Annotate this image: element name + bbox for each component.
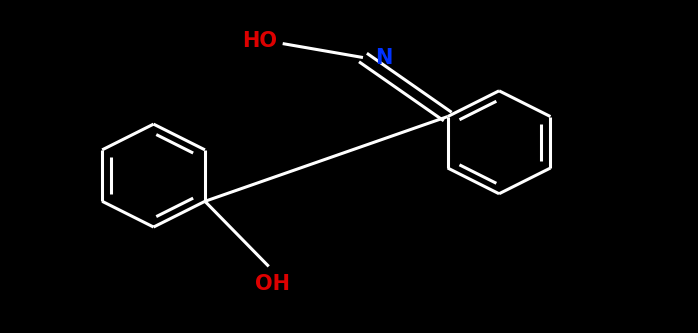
Text: OH: OH: [255, 274, 290, 294]
Text: N: N: [376, 48, 393, 68]
Text: HO: HO: [242, 31, 277, 51]
